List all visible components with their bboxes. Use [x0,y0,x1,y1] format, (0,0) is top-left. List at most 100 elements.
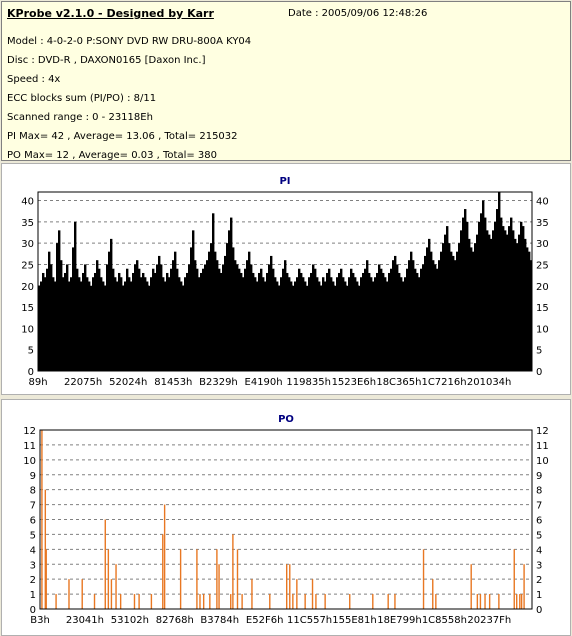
pi-bar [156,264,159,371]
pi-bar [136,260,139,371]
pi-bar [526,247,529,371]
pi-bar [276,281,279,371]
pi-bar [462,217,465,371]
pi-bar [212,213,215,371]
pi-bar [500,217,503,371]
pi-bar [346,285,349,371]
pi-ytick-right: 20 [536,282,549,293]
pi-bar [490,238,493,371]
pi-bar [386,281,389,371]
pi-bar [418,277,421,371]
po-bar [432,579,434,609]
pi-bar [80,281,83,371]
pi-bar [130,281,133,371]
pi-bar [128,277,131,371]
pi-bar [486,230,489,371]
pi-bar [298,268,301,371]
pi-ytick-right: 35 [536,218,549,229]
po-xtick: 155E81h [332,615,376,626]
pi-bar [304,281,307,371]
pi-bar [226,243,229,371]
po-ytick-right: 2 [536,575,542,586]
pi-bar [476,234,479,371]
pi-bar [48,251,51,371]
pi-bar [350,268,353,371]
po-bar [163,504,166,609]
pi-xtick: 1C7216h [421,377,466,388]
ecc-line: ECC blocks sum (PI/PO) : 8/11 [7,93,157,104]
pi-bar [488,234,491,371]
pi-bar [482,200,485,371]
pi-bar [382,272,385,371]
pi-bar [166,272,169,371]
pi-bar [434,264,437,371]
po-ytick-left: 0 [30,605,36,616]
pi-bar [146,281,149,371]
pi-bar [84,264,87,371]
pi-bar [134,264,137,371]
pi-bar [314,268,317,371]
pi-bar [454,260,457,371]
po-ytick-left: 12 [23,426,36,437]
po-bar [476,594,479,609]
info-panel: KProbe v2.1.0 - Designed by Karr Date : … [1,1,571,161]
po-bar [230,594,232,609]
pi-bar [72,247,75,371]
pi-bar [296,277,299,371]
pi-bar [186,272,189,371]
po-ytick-right: 4 [536,545,542,556]
po-ytick-left: 2 [30,575,36,586]
app-title: KProbe v2.1.0 - Designed by Karr [7,7,214,20]
pi-bar [88,281,91,371]
po-bar [324,594,326,609]
pi-bar [216,260,219,371]
pi-bar [206,260,209,371]
pi-bar [410,251,413,371]
pi-bar [366,260,369,371]
pi-bar [70,277,73,371]
pi-bar [338,272,341,371]
pi-bar [198,277,201,371]
pi-bar [420,268,423,371]
pi-bar [232,247,235,371]
pi-bar [430,251,433,371]
pi-bar [278,285,281,371]
po-ytick-left: 4 [30,545,36,556]
pi-bar [530,260,533,371]
pi-bar [154,272,157,371]
pi-bar [264,281,267,371]
pi-bar [152,268,155,371]
po-bar [292,594,294,609]
pi-bar [354,277,357,371]
pi-bar [200,272,203,371]
po-xtick: 18E799h [377,615,421,626]
po-bar [311,579,314,609]
pi-bar [316,277,319,371]
pi-bar [170,268,173,371]
pi-bar [160,264,163,371]
pi-bar [182,285,185,371]
po-bar [498,594,500,609]
pi-bar [242,277,245,371]
pi-bar [222,264,225,371]
pi-bar [184,277,187,371]
po-ytick-right: 6 [536,516,542,527]
pi-bar [194,260,197,371]
pi-bar [254,277,257,371]
pi-bar [504,230,507,371]
pi-bar [364,268,367,371]
pi-xtick: 201034h [467,377,512,388]
po-xtick: 11C557h [287,615,332,626]
pi-bar [218,268,221,371]
pi-bar [172,260,175,371]
pi-bar [406,268,409,371]
pi-bar [478,221,481,371]
pi-xtick: 81453h [154,377,192,388]
pi-bar [54,281,57,371]
pi-ytick-left: 40 [21,197,34,208]
pi-bar [444,234,447,371]
pi-bar [480,213,483,371]
pi-bar [164,281,167,371]
po-ytick-left: 3 [30,560,36,571]
pi-bar [230,217,233,371]
